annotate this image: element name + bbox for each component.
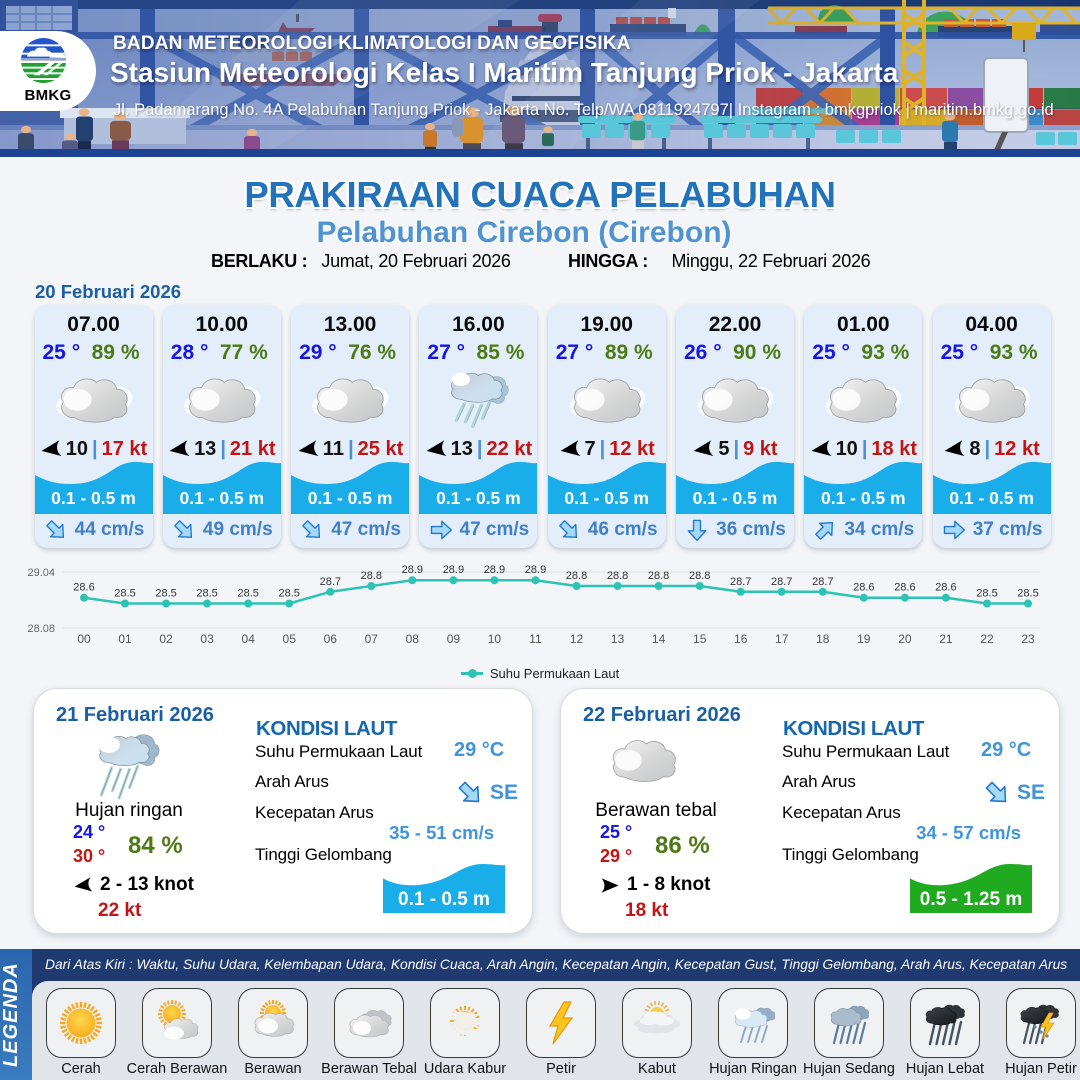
svg-text:08: 08: [406, 632, 420, 646]
svg-text:05: 05: [283, 632, 297, 646]
svg-text:11: 11: [529, 632, 542, 646]
svg-text:28.8: 28.8: [566, 570, 587, 582]
svg-text:28.8: 28.8: [648, 570, 669, 582]
svg-text:28.8: 28.8: [607, 570, 628, 582]
svg-text:28.5: 28.5: [196, 588, 217, 600]
svg-text:28.8: 28.8: [361, 570, 382, 582]
svg-text:28.7: 28.7: [320, 576, 341, 588]
svg-text:07: 07: [365, 632, 379, 646]
svg-text:09: 09: [447, 632, 461, 646]
svg-text:10: 10: [488, 632, 502, 646]
svg-text:01: 01: [118, 632, 132, 646]
svg-text:28.6: 28.6: [935, 582, 956, 594]
svg-text:00: 00: [77, 632, 91, 646]
svg-text:28.9: 28.9: [525, 564, 546, 576]
svg-text:28.9: 28.9: [484, 564, 505, 576]
svg-text:13: 13: [611, 632, 625, 646]
svg-text:28.9: 28.9: [443, 564, 464, 576]
svg-text:17: 17: [775, 632, 789, 646]
svg-text:16: 16: [734, 632, 748, 646]
svg-text:28.08: 28.08: [27, 623, 55, 635]
svg-text:12: 12: [570, 632, 584, 646]
svg-text:28.5: 28.5: [155, 588, 176, 600]
svg-text:28.5: 28.5: [278, 588, 299, 600]
svg-text:14: 14: [652, 632, 666, 646]
svg-text:29.04: 29.04: [27, 567, 55, 579]
svg-text:28.7: 28.7: [730, 576, 751, 588]
svg-text:21: 21: [939, 632, 953, 646]
svg-text:22: 22: [980, 632, 994, 646]
svg-text:18: 18: [816, 632, 830, 646]
svg-text:28.6: 28.6: [894, 582, 915, 594]
svg-text:28.5: 28.5: [114, 588, 135, 600]
svg-text:04: 04: [242, 632, 256, 646]
svg-text:28.6: 28.6: [73, 582, 94, 594]
svg-text:28.7: 28.7: [812, 576, 833, 588]
svg-text:02: 02: [159, 632, 173, 646]
svg-text:15: 15: [693, 632, 707, 646]
svg-text:28.6: 28.6: [853, 582, 874, 594]
svg-text:28.5: 28.5: [1017, 588, 1038, 600]
svg-text:28.5: 28.5: [976, 588, 997, 600]
svg-text:28.7: 28.7: [771, 576, 792, 588]
svg-text:06: 06: [324, 632, 338, 646]
svg-text:28.8: 28.8: [689, 570, 710, 582]
svg-text:19: 19: [857, 632, 871, 646]
svg-text:20: 20: [898, 632, 912, 646]
svg-text:28.9: 28.9: [402, 564, 423, 576]
svg-text:03: 03: [200, 632, 214, 646]
svg-text:23: 23: [1021, 632, 1035, 646]
svg-text:28.5: 28.5: [237, 588, 258, 600]
